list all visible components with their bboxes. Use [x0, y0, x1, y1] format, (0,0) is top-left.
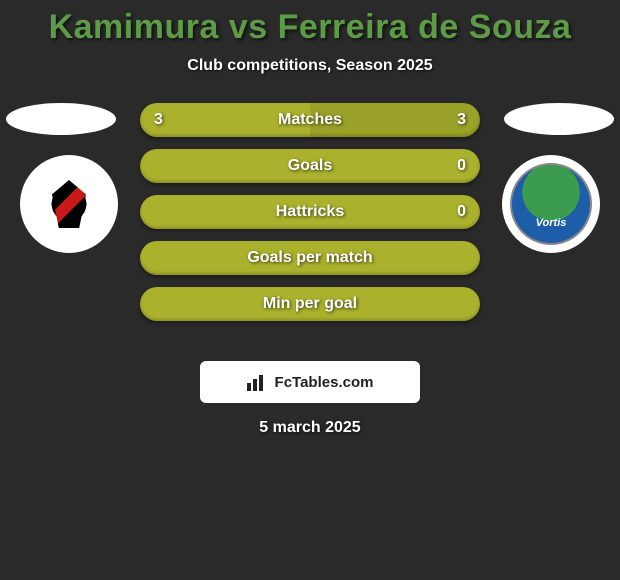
page-subtitle: Club competitions, Season 2025 [0, 57, 620, 75]
team-logo-right [502, 155, 600, 253]
team-logo-left-graphic [28, 163, 110, 245]
stat-label: Goals per match [247, 249, 372, 267]
watermark-badge: FcTables.com [200, 361, 420, 403]
watermark-text: FcTables.com [275, 374, 374, 391]
stat-label: Matches [278, 111, 342, 129]
footer-date: 5 march 2025 [0, 419, 620, 437]
stat-row-matches: 3 Matches 3 [140, 103, 480, 137]
stat-label: Min per goal [263, 295, 357, 313]
stat-label: Goals [288, 157, 332, 175]
stat-label: Hattricks [276, 203, 344, 221]
stat-value-right: 0 [457, 157, 466, 175]
stat-row-min-per-goal: Min per goal [140, 287, 480, 321]
country-flag-right [504, 103, 614, 135]
chart-icon [247, 373, 269, 391]
page-title: Kamimura vs Ferreira de Souza [0, 8, 620, 47]
stat-row-goals-per-match: Goals per match [140, 241, 480, 275]
team-logo-right-graphic [510, 163, 592, 245]
infographic-container: Kamimura vs Ferreira de Souza Club compe… [0, 0, 620, 437]
team-logo-left [20, 155, 118, 253]
comparison-area: 3 Matches 3 Goals 0 Hattricks 0 Goals pe… [0, 103, 620, 343]
stat-value-left: 3 [154, 111, 163, 129]
stat-row-hattricks: Hattricks 0 [140, 195, 480, 229]
stats-list: 3 Matches 3 Goals 0 Hattricks 0 Goals pe… [140, 103, 480, 321]
stat-row-goals: Goals 0 [140, 149, 480, 183]
stat-value-right: 3 [457, 111, 466, 129]
country-flag-left [6, 103, 116, 135]
stat-value-right: 0 [457, 203, 466, 221]
